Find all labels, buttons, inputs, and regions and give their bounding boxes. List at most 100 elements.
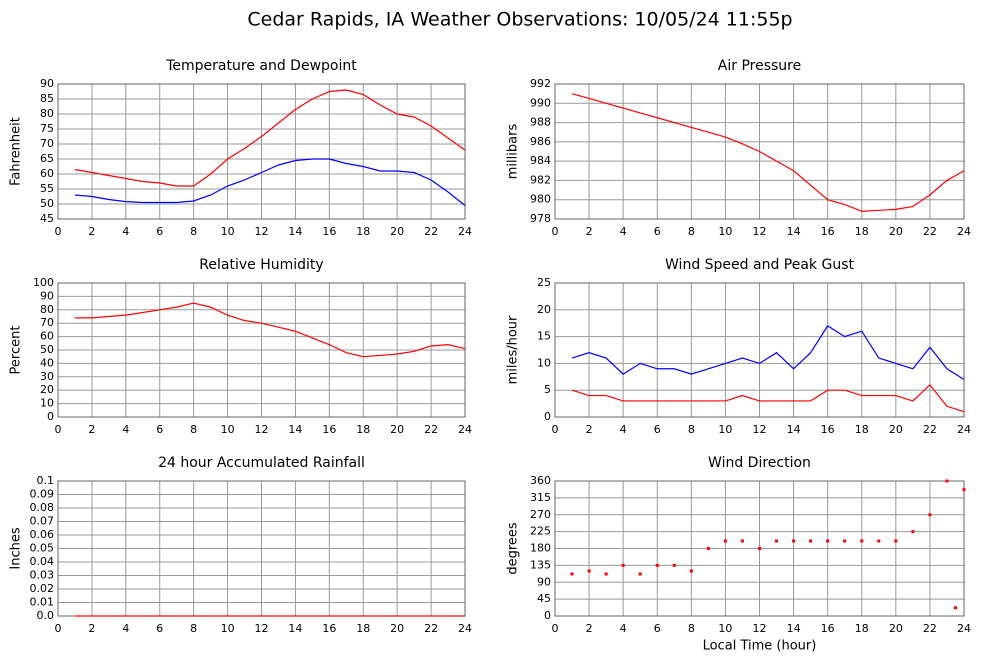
x-axis-label: Local Time (hour) [703,639,817,654]
x-tick-label: 2 [88,225,95,238]
x-tick-label: 24 [957,423,971,436]
x-tick-label: 16 [821,225,835,238]
x-tick-label: 2 [88,622,95,635]
x-tick-label: 22 [923,423,937,436]
y-axis-label: Inches [9,527,24,569]
x-tick-label: 0 [552,225,559,238]
y-tick-label: 360 [530,474,551,487]
data-point [689,569,693,573]
x-tick-label: 18 [855,225,869,238]
y-tick-label: 5 [544,383,551,396]
x-tick-label: 24 [458,622,472,635]
data-point [775,539,779,543]
plot-frame [554,480,965,617]
x-tick-label: 14 [787,423,801,436]
y-axis-label: Fahrenheit [9,117,24,186]
y-tick-label: 992 [530,77,551,90]
data-point [826,539,830,543]
data-point [809,539,813,543]
x-tick-label: 10 [718,225,732,238]
x-tick-label: 22 [424,423,438,436]
x-tick-label: 10 [221,622,235,635]
x-tick-label: 14 [288,225,302,238]
y-tick-label: 0.1 [37,474,55,487]
x-tick-label: 24 [458,423,472,436]
x-tick-label: 22 [923,622,937,635]
y-tick-label: 20 [537,303,551,316]
y-axis-label: miles/hour [506,315,521,384]
plot-frame [554,83,965,220]
data-point [894,539,898,543]
y-tick-label: 55 [40,182,54,195]
y-tick-label: 50 [40,343,54,356]
y-tick-label: 980 [530,193,551,206]
data-point [860,539,864,543]
x-tick-label: 4 [122,622,129,635]
x-tick-label: 0 [552,423,559,436]
x-tick-label: 2 [586,622,593,635]
x-tick-label: 16 [322,225,336,238]
y-axis-label: millibars [506,124,521,180]
y-tick-label: 50 [40,197,54,210]
y-tick-label: 180 [530,542,551,555]
y-tick-label: 270 [530,508,551,521]
data-point [877,539,881,543]
y-tick-label: 0.01 [30,596,55,609]
y-tick-label: 10 [40,397,54,410]
x-tick-label: 16 [821,423,835,436]
y-tick-label: 0.08 [30,501,55,514]
x-tick-label: 20 [390,225,404,238]
y-tick-label: 85 [40,92,54,105]
y-tick-label: 982 [530,173,551,186]
data-point [723,539,727,543]
y-tick-label: 978 [530,212,551,225]
y-tick-label: 60 [40,330,54,343]
data-point [604,572,608,576]
subplot-title: Relative Humidity [199,257,323,273]
x-tick-label: 8 [190,622,197,635]
y-tick-label: 0.0 [37,609,55,622]
x-tick-label: 24 [957,622,971,635]
x-tick-label: 14 [787,225,801,238]
y-tick-label: 65 [40,152,54,165]
y-tick-label: 75 [40,122,54,135]
y-tick-label: 80 [40,107,54,120]
y-tick-label: 45 [537,592,551,605]
y-tick-label: 90 [40,289,54,302]
x-tick-label: 0 [55,423,62,436]
data-point [792,539,796,543]
y-tick-label: 90 [537,575,551,588]
y-tick-label: 45 [40,212,54,225]
x-tick-label: 12 [753,225,767,238]
plot-frame [554,282,965,418]
data-point [962,488,966,492]
x-tick-label: 12 [753,622,767,635]
data-point [621,563,625,567]
x-tick-label: 14 [288,423,302,436]
y-tick-label: 0 [544,410,551,423]
x-tick-label: 2 [586,423,593,436]
x-tick-label: 6 [654,225,661,238]
x-tick-label: 20 [889,423,903,436]
x-tick-label: 10 [221,225,235,238]
data-point [706,547,710,550]
y-tick-label: 135 [530,558,551,571]
y-tick-label: 70 [40,137,54,150]
x-tick-label: 4 [122,225,129,238]
y-tick-label: 40 [40,356,54,369]
x-tick-label: 8 [688,622,695,635]
y-tick-label: 10 [537,356,551,369]
x-tick-label: 20 [390,423,404,436]
data-point [570,572,574,576]
y-tick-label: 0.05 [30,542,55,555]
data-point [928,513,932,517]
x-tick-label: 4 [620,423,627,436]
y-tick-label: 225 [530,525,551,538]
x-tick-label: 18 [356,423,370,436]
y-tick-label: 988 [530,116,551,129]
x-tick-label: 20 [390,622,404,635]
y-tick-label: 0.03 [30,569,55,582]
data-point [672,563,676,567]
x-tick-label: 10 [718,622,732,635]
